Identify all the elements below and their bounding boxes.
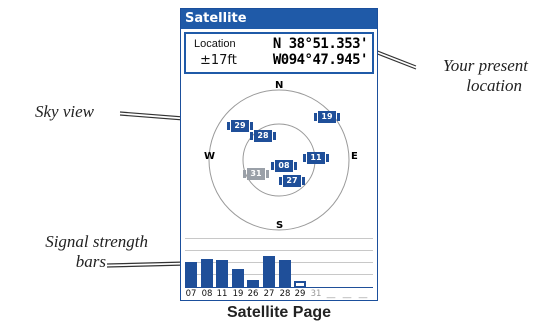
signal-prn-label: 27 bbox=[263, 289, 275, 299]
signal-bar-08 bbox=[201, 259, 213, 288]
figure-caption: Satellite Page bbox=[226, 304, 332, 321]
satellite-icon-11: 11 bbox=[303, 152, 329, 164]
signal-prn-label: __ bbox=[342, 289, 352, 299]
satellite-icon-31: 31 bbox=[243, 168, 269, 180]
satellite-icon-29: 29 bbox=[227, 120, 253, 132]
signal-prn-label: __ bbox=[326, 289, 336, 299]
satellite-icon-28: 28 bbox=[250, 130, 276, 142]
signal-gridline bbox=[185, 250, 373, 251]
sky-view-callout: Sky view bbox=[35, 102, 94, 121]
signal-bar-19 bbox=[232, 269, 244, 288]
signal-bar-28 bbox=[279, 260, 291, 288]
signal-strength-chart bbox=[185, 238, 373, 288]
signal-prn-label: __ bbox=[358, 289, 368, 299]
gps-device-screen: Satellite Location ±17ft N 38°51.353' W0… bbox=[180, 8, 378, 301]
satellite-icon-19: 19 bbox=[314, 111, 340, 123]
signal-prn-label: 07 bbox=[185, 289, 197, 299]
present-location-leader bbox=[374, 49, 417, 67]
signal-prn-label: 29 bbox=[294, 289, 306, 299]
signal-bars-leader bbox=[106, 261, 187, 265]
location-box: Location ±17ft N 38°51.353' W094°47.945' bbox=[184, 32, 374, 74]
signal-prn-label: 31 bbox=[310, 289, 322, 299]
signal-bar-07 bbox=[185, 262, 197, 288]
compass-south: S bbox=[276, 220, 284, 231]
compass-east: E bbox=[351, 151, 358, 162]
signal-prn-label: 11 bbox=[216, 289, 228, 299]
signal-bar-29 bbox=[294, 281, 306, 288]
longitude-readout: W094°47.945' bbox=[272, 52, 369, 68]
satellite-icon-08: 08 bbox=[271, 160, 297, 172]
signal-bar-11 bbox=[216, 260, 228, 288]
signal-bar-27 bbox=[263, 256, 275, 288]
signal-prn-label: 28 bbox=[279, 289, 291, 299]
satellite-icon-27: 27 bbox=[279, 175, 305, 187]
signal-gridline bbox=[185, 238, 373, 239]
latitude-readout: N 38°51.353' bbox=[272, 36, 369, 52]
present-location-callout: Your present location bbox=[442, 56, 528, 95]
signal-prn-label: 26 bbox=[247, 289, 259, 299]
signal-prn-label: 08 bbox=[201, 289, 213, 299]
location-label: Location bbox=[194, 38, 236, 50]
accuracy-readout: ±17ft bbox=[200, 53, 237, 68]
page-title: Satellite bbox=[181, 9, 377, 29]
signal-bar-26 bbox=[247, 280, 259, 288]
compass-north: N bbox=[275, 80, 284, 91]
signal-prn-label: 19 bbox=[232, 289, 244, 299]
compass-west: W bbox=[204, 151, 216, 162]
sky-outer-ring bbox=[208, 89, 350, 231]
signal-strength-callout: Signal strength bars bbox=[45, 232, 148, 271]
